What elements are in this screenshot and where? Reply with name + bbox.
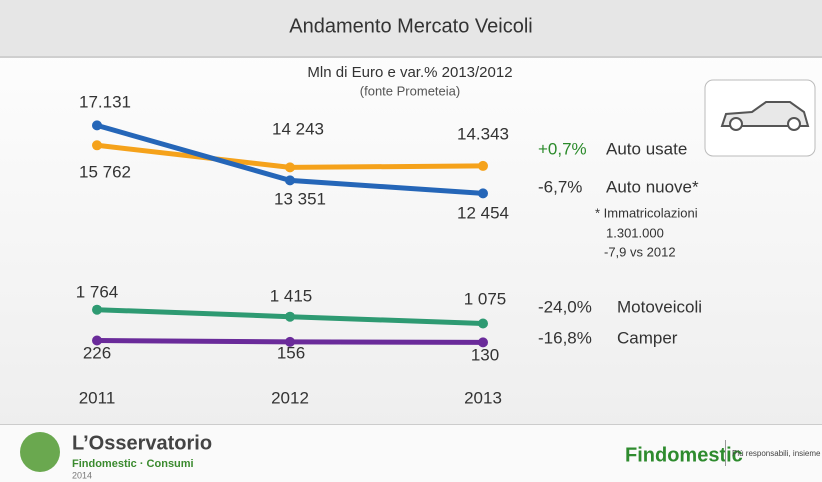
change-label: -24,0% bbox=[538, 297, 592, 316]
value-label: 17.131 bbox=[79, 92, 131, 111]
subtitle: Mln di Euro e var.% 2013/2012 bbox=[307, 64, 512, 81]
value-label: 12 454 bbox=[457, 203, 509, 222]
legend-label: Camper bbox=[617, 328, 678, 347]
legend-label: Motoveicoli bbox=[617, 297, 702, 316]
value-label: 1 415 bbox=[270, 286, 313, 305]
data-point bbox=[285, 311, 295, 322]
data-point bbox=[478, 337, 488, 348]
data-point bbox=[285, 162, 295, 173]
footer-brand: L’Osservatorio bbox=[72, 432, 212, 454]
value-label: 14.343 bbox=[457, 124, 509, 143]
footer-year: 2014 bbox=[72, 470, 92, 480]
data-point bbox=[92, 140, 102, 151]
note: * Immatricolazioni bbox=[595, 205, 698, 220]
data-point bbox=[478, 160, 488, 171]
footer-company: Findomestic bbox=[625, 444, 743, 466]
value-label: 130 bbox=[471, 345, 499, 364]
legend-label: Auto nuove* bbox=[606, 177, 699, 196]
title: Andamento Mercato Veicoli bbox=[289, 15, 532, 37]
footer-sub: Findomestic · Consumi bbox=[72, 458, 194, 470]
value-label: 14 243 bbox=[272, 119, 324, 138]
x-tick-label: 2013 bbox=[464, 388, 502, 407]
footer-divider bbox=[725, 440, 726, 466]
x-tick-label: 2012 bbox=[271, 388, 309, 407]
x-tick-label: 2011 bbox=[79, 388, 116, 407]
note: 1.301.000 bbox=[606, 225, 664, 240]
data-point bbox=[92, 304, 102, 315]
mascot bbox=[20, 432, 60, 472]
value-label: 226 bbox=[83, 343, 111, 362]
data-point bbox=[285, 175, 295, 186]
change-label: +0,7% bbox=[538, 139, 587, 158]
value-label: 15 762 bbox=[79, 162, 131, 181]
value-label: 13 351 bbox=[274, 189, 326, 208]
data-point bbox=[92, 335, 102, 346]
footer-rule bbox=[0, 424, 822, 425]
source: (fonte Prometeia) bbox=[360, 83, 460, 98]
value-label: 1 764 bbox=[76, 282, 119, 301]
legend-label: Auto usate bbox=[606, 139, 687, 158]
change-label: -6,7% bbox=[538, 177, 582, 196]
footer-band bbox=[0, 424, 822, 482]
header-rule bbox=[0, 56, 822, 58]
car-icon bbox=[704, 79, 816, 157]
footer-slogan: Più responsabili, insieme bbox=[732, 449, 821, 458]
note: -7,9 vs 2012 bbox=[604, 244, 676, 259]
data-point bbox=[285, 336, 295, 347]
data-point bbox=[478, 318, 488, 329]
data-point bbox=[478, 188, 488, 199]
header-band bbox=[0, 0, 822, 56]
value-label: 156 bbox=[277, 343, 305, 362]
change-label: -16,8% bbox=[538, 328, 592, 347]
value-label: 1 075 bbox=[464, 289, 507, 308]
data-point bbox=[92, 120, 102, 131]
